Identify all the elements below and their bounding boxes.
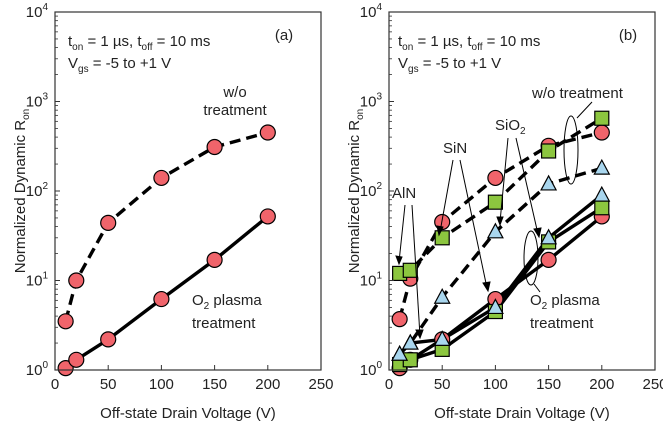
x-tick-label: 200 <box>589 376 614 393</box>
panel-a-treated-label-line2: treatment <box>192 315 256 332</box>
data-point-circle-solid <box>153 290 170 308</box>
panel-b-treated-label-line2: treatment <box>530 315 594 332</box>
y-tick-label: 102 <box>360 181 383 200</box>
x-tick-label: 50 <box>100 376 117 393</box>
data-point-circle-solid <box>57 360 74 377</box>
untreated-group-ellipse <box>563 115 579 185</box>
x-tick-label: 50 <box>434 376 451 393</box>
panel-b: 0 50 100 150 200 250 100 101 102 103 104 (b) ton =… <box>346 2 663 422</box>
data-point-triangle-dashed <box>433 287 451 304</box>
data-point-circle-dashed <box>68 272 85 289</box>
panel-a-y-axis-label: Normalized Dynamic Ron <box>12 109 32 274</box>
sin-arrowhead-2 <box>482 281 491 293</box>
data-point-square-dashed <box>434 230 450 246</box>
sio2-arrowhead-1 <box>496 216 504 227</box>
panel-b-treated-label-line1: O2 plasma <box>530 292 600 312</box>
x-tick-label: 200 <box>255 376 280 393</box>
x-tick-label: 150 <box>536 376 561 393</box>
data-point-triangle-solid <box>593 185 611 202</box>
panel-a-condition-line2: Vgs = -5 to +1 V <box>68 55 171 75</box>
aln-arrow-1 <box>398 204 406 263</box>
data-point-circle-dashed <box>487 169 504 187</box>
panel-a: 0 50 100 150 200 250 100 101 102 103 104 (a) ton =… <box>12 2 334 422</box>
y-tick-label: 100 <box>26 360 49 379</box>
data-point-circle-solid <box>68 351 85 368</box>
x-tick-label: 0 <box>51 376 59 393</box>
sin-arrow-1 <box>439 159 454 233</box>
aln-arrowhead-1 <box>395 255 403 266</box>
treated-group-ellipse <box>523 230 539 286</box>
panel-b-sio2-label: SiO2 <box>495 117 526 137</box>
data-point-square-dashed <box>402 262 418 278</box>
data-point-circle-dashed <box>259 124 276 141</box>
y-tick-label: 101 <box>360 271 383 290</box>
treated-group-leader <box>533 283 541 293</box>
data-point-triangle-dashed <box>540 174 558 191</box>
panel-b-label: (b) <box>619 27 637 44</box>
x-tick-label: 100 <box>149 376 174 393</box>
sin-arrowhead-1 <box>436 225 444 237</box>
data-point-circle-dashed <box>593 124 610 141</box>
panel-b-sin-label: SiN <box>443 140 467 157</box>
panel-b-y-axis-label: Normalized Dynamic Ron <box>346 109 366 274</box>
panel-a-untreated-label-line1: w/o <box>222 84 246 101</box>
sin-arrow-2 <box>459 159 488 289</box>
y-tick-label: 102 <box>26 181 49 200</box>
panel-a-untreated-label-line2: treatment <box>203 102 267 119</box>
y-tick-label: 103 <box>360 92 383 111</box>
data-point-square-dashed <box>540 143 557 159</box>
untreated-group-leader <box>576 101 593 119</box>
data-point-circle-dashed <box>57 313 74 330</box>
panel-b-condition-line1: ton = 1 µs, toff = 10 ms <box>398 33 540 53</box>
x-tick-label: 0 <box>385 376 393 393</box>
data-point-triangle-solid <box>391 344 409 361</box>
panel-a-axis-ticks: 0 50 100 150 200 250 100 101 102 103 104 <box>26 2 334 393</box>
y-tick-label: 104 <box>26 2 49 21</box>
x-tick-label: 150 <box>202 376 227 393</box>
y-tick-label: 104 <box>360 2 383 21</box>
data-point-triangle-dashed <box>486 222 504 239</box>
panel-a-treated-label-line1: O2 plasma <box>192 292 262 312</box>
sio2-arrowhead-2 <box>533 227 542 239</box>
panel-a-condition-line1: ton = 1 µs, toff = 10 ms <box>68 33 210 53</box>
panel-a-x-axis-label: Off-state Drain Voltage (V) <box>100 405 276 422</box>
panel-b-axis-ticks: 0 50 100 150 200 250 100 101 102 103 104 <box>360 2 663 393</box>
panel-b-untreated-label: w/o treatment <box>531 85 624 102</box>
aln-arrowhead-2 <box>415 329 424 340</box>
data-point-square-solid <box>594 200 610 216</box>
y-tick-label: 101 <box>26 271 49 290</box>
y-tick-label: 103 <box>26 92 49 111</box>
sio2-arrow-1 <box>499 137 509 223</box>
data-point-circle-dashed <box>391 311 408 328</box>
data-point-circle-solid <box>100 331 117 348</box>
data-point-circle-solid <box>206 251 223 268</box>
data-point-circle-solid <box>259 208 276 225</box>
data-point-square-dashed <box>594 110 610 126</box>
data-point-square-dashed <box>487 194 503 210</box>
x-tick-label: 100 <box>483 376 508 393</box>
panel-b-plot-contents <box>391 110 611 377</box>
data-point-circle-dashed <box>206 138 223 156</box>
data-point-circle-solid <box>540 251 557 268</box>
panel-b-x-axis-label: Off-state Drain Voltage (V) <box>434 405 610 422</box>
data-point-circle-dashed <box>153 169 170 187</box>
data-point-triangle-solid <box>401 333 419 350</box>
sio2-arrow-2 <box>515 137 539 235</box>
data-point-triangle-solid <box>540 228 558 245</box>
aln-arrow-2 <box>411 204 421 337</box>
panel-a-label: (a) <box>275 27 293 44</box>
panel-b-aln-label: AlN <box>392 185 416 202</box>
x-tick-label: 250 <box>308 376 333 393</box>
panel-b-condition-line2: Vgs = -5 to +1 V <box>398 55 501 75</box>
data-point-triangle-solid <box>433 330 451 346</box>
y-tick-label: 100 <box>360 360 383 379</box>
data-point-triangle-solid <box>486 298 504 315</box>
x-tick-label: 250 <box>642 376 663 393</box>
panel-b-annotation-arrows <box>395 101 593 340</box>
data-point-circle-dashed <box>100 214 117 232</box>
panel-a-plot-contents <box>57 124 276 377</box>
data-point-triangle-dashed <box>593 158 611 175</box>
